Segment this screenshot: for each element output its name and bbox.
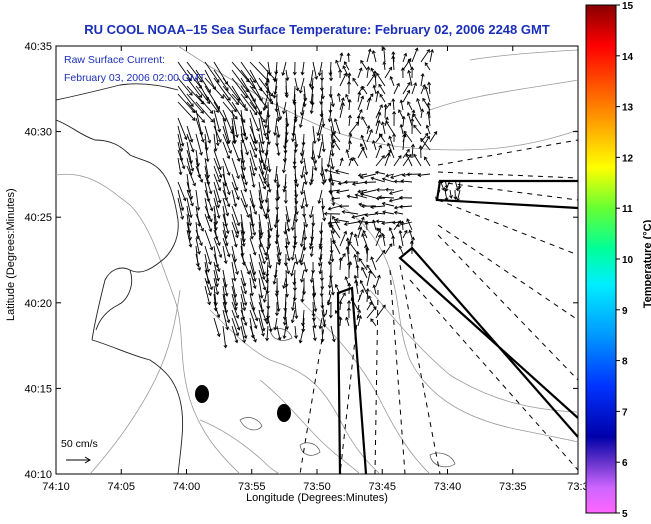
x-axis-label: Longitude (Degrees:Minutes): [56, 492, 578, 504]
colorbar-tick-label: 9: [622, 306, 628, 317]
current-vector: [321, 102, 322, 117]
y-axis-label: Latitude (Degrees:Minutes): [5, 191, 17, 321]
colorbar-tick-label: 12: [622, 153, 634, 164]
colorbar-tick-label: 14: [622, 52, 634, 63]
current-vector: [322, 326, 323, 342]
colorbar-label: Temperature (°C): [642, 194, 651, 334]
figure-title: RU COOL NOAA–15 Sea Surface Temperature:…: [56, 22, 578, 37]
plot-frame: [56, 46, 578, 474]
current-vector: [268, 102, 269, 118]
colorbar-tick-label: 10: [622, 255, 634, 266]
y-tick-label: 40:15: [24, 383, 52, 395]
scale-vector-label: 50 cm/s: [61, 438, 98, 450]
colorbar-tick-label: 11: [622, 204, 633, 215]
y-tick-label: 40:10: [24, 469, 52, 481]
colorbar: [586, 5, 616, 513]
current-vector: [304, 238, 305, 250]
y-tick-label: 40:35: [24, 41, 52, 53]
current-vector: [357, 265, 358, 278]
y-tick-label: 40:30: [24, 127, 52, 139]
current-vector: [367, 248, 368, 262]
colorbar-tick-label: 13: [622, 103, 634, 114]
colorbar-tick-label: 5: [622, 509, 628, 519]
station-marker-2: [277, 404, 291, 422]
colorbar-tick-label: 15: [622, 1, 634, 12]
y-tick-label: 40:20: [24, 298, 52, 310]
colorbar-tick-label: 6: [622, 458, 628, 469]
colorbar-ticks: 5 6 7 8 9 10 11 12 13 14 15: [616, 1, 634, 519]
station-marker-1: [195, 385, 209, 403]
y-tick-label: 40:25: [24, 212, 52, 224]
subtitle-line-1: Raw Surface Current:: [64, 54, 165, 66]
subtitle-line-2: February 03, 2006 02:00 GMT: [64, 72, 205, 84]
colorbar-tick-label: 8: [622, 357, 628, 368]
colorbar-tick-label: 7: [622, 407, 628, 418]
